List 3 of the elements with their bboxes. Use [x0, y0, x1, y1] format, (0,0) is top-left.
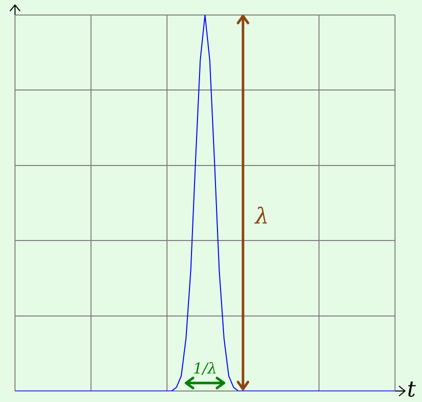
annotation: 1/λ: [192, 359, 218, 378]
x-axis-title: t: [407, 378, 416, 402]
annotation: λ: [254, 204, 269, 230]
